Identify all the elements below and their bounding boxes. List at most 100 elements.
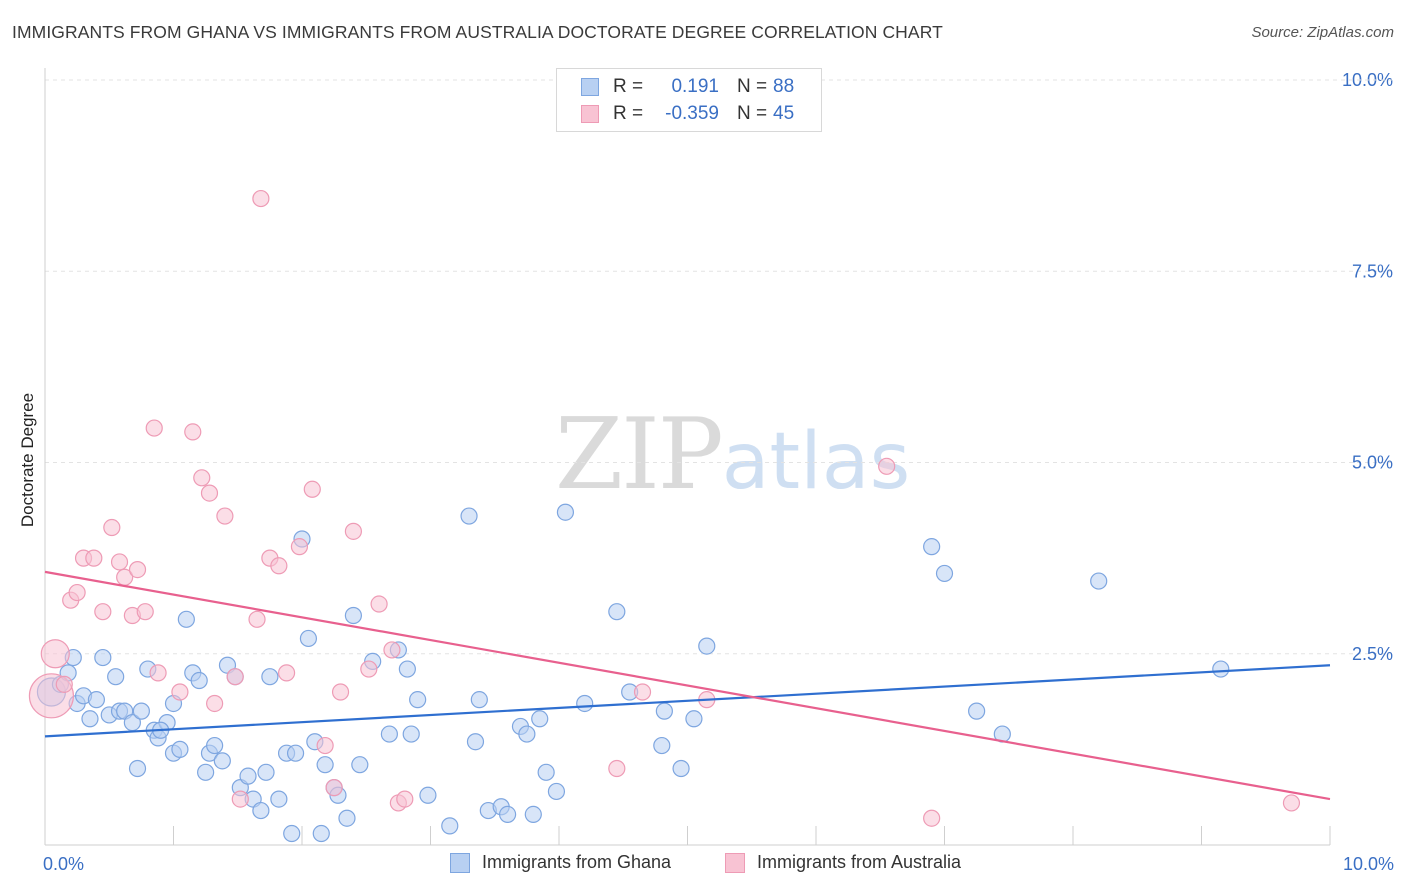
australia-point [103,518,121,537]
ghana-point [128,759,147,778]
ghana-point [206,736,224,755]
ghana-point [531,710,549,728]
chart-title: IMMIGRANTS FROM GHANA VS IMMIGRANTS FROM… [12,22,943,42]
bottom-legend-australia: Immigrants from Australia [725,852,961,873]
australia-point [171,683,189,701]
australia-point [633,683,652,701]
australia-point [270,557,288,575]
bottom-legend-swatch-australia [725,852,745,873]
legend-swatch-ghana [581,78,599,96]
bottom-legend-ghana: Immigrants from Ghana [450,852,671,873]
legend-box: R = 0.191 N = 88 R = -0.359 N = 45 [556,68,822,132]
australia-point [360,660,378,678]
australia-point [68,583,86,602]
ghana-point [398,660,416,678]
ghana-point [968,702,986,720]
ghana-point [261,668,279,686]
australia-point [290,538,309,556]
australia-point [136,603,154,621]
legend-r-value: 0.191 [671,76,719,97]
australia-point [923,809,941,827]
source-label: Source: ZipAtlas.com [1251,24,1394,41]
australia-point [303,480,321,498]
ghana-point [409,691,427,709]
australia-point [252,189,270,208]
australia-point [216,507,234,525]
ghana-point [316,756,334,774]
ghana-point [312,824,330,843]
y-tick-label: 2.5% [1352,644,1393,664]
australia-point [85,549,103,567]
y-tick-label: 7.5% [1352,261,1393,281]
ghana-point [547,782,566,801]
australia-point [226,668,244,686]
ghana-point [518,725,536,743]
australia-point [145,419,163,437]
ghana-trend-line [44,664,1331,738]
australia-point [55,675,73,693]
ghana-point [239,767,257,785]
legend-r-label: R = [613,103,644,124]
bottom-legend-swatch-ghana [450,852,470,873]
y-tick-label: 5.0% [1352,453,1393,473]
ghana-point [94,648,112,667]
ghana-point [608,603,626,621]
legend-n-label: N = [737,76,768,97]
legend-r-value: -0.359 [665,103,719,124]
bottom-legend: Immigrants from Ghana Immigrants from Au… [0,852,1406,876]
australia-point [128,560,147,579]
ghana-point [190,671,208,690]
australia-point [248,610,266,628]
ghana-point [537,763,555,781]
australia-trend-line [44,570,1331,801]
ghana-point [213,752,231,770]
ghana-point [698,637,716,655]
australia-point [370,595,388,613]
legend-row-ghana: R = 0.191 N = 88 [581,75,794,99]
australia-point [110,553,129,571]
ghana-point [556,503,575,521]
australia-point [231,790,249,808]
australia-point [277,664,296,682]
ghana-point [252,801,270,820]
ghana-point [402,725,420,743]
legend-n-value: 88 [773,76,795,97]
legend-swatch-australia [581,105,599,123]
ghana-point [499,805,517,824]
australia-point [331,683,350,701]
ghana-point [653,736,671,755]
australia-point [184,423,202,441]
ghana-point [299,629,318,648]
ghana-point [81,710,99,728]
ghana-point [177,610,195,628]
legend-n-label: N = [737,103,768,124]
ghana-point [419,786,437,804]
ghana-point [672,759,690,778]
ghana-point [524,805,542,824]
watermark-zip: ZIP [555,398,724,512]
legend-row-australia: R = -0.359 N = 45 [581,102,794,126]
ghana-point [338,809,356,827]
ghana-point [283,824,301,843]
bottom-legend-label-ghana: Immigrants from Ghana [482,852,672,872]
australia-point [396,790,414,808]
australia-point [344,522,362,540]
ghana-point [441,817,459,835]
ghana-point [923,538,941,556]
ghana-point [685,710,703,728]
ghana-point [1212,660,1230,678]
australia-point [149,664,167,682]
ghana-point [655,702,673,720]
australia-point [878,457,896,475]
legend-n-value: 45 [773,103,795,124]
australia-point [1282,794,1301,812]
ghana-point [87,691,106,709]
australia-point [608,759,626,778]
ghana-point [380,725,398,743]
ghana-point [132,702,150,720]
australia-point [316,736,334,755]
x-tick-label: 10.0% [1343,854,1394,874]
ghana-point [466,733,485,751]
ghana-point [1090,572,1108,590]
